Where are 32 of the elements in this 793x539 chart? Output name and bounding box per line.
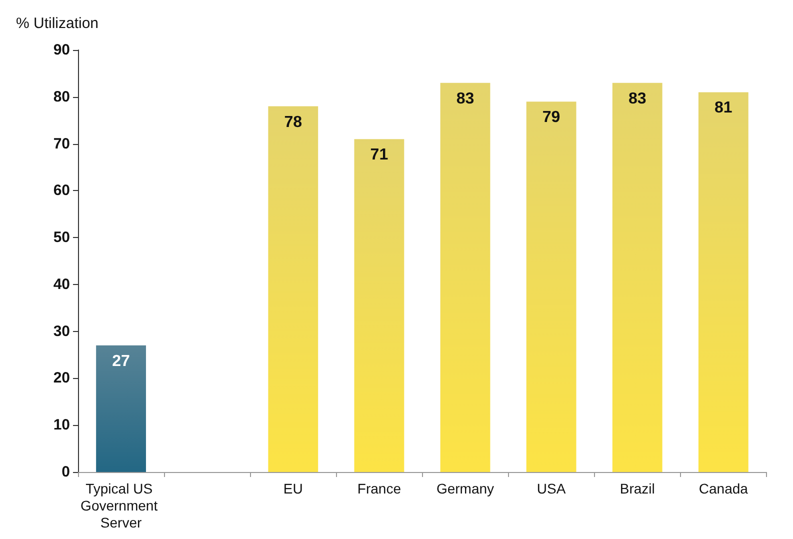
bar	[268, 106, 318, 472]
data-label: 83	[628, 90, 646, 108]
data-label: 79	[542, 109, 560, 126]
x-tick-label: Germany	[436, 480, 494, 496]
x-tick-label: USA	[536, 480, 566, 496]
y-tick-label: 30	[53, 322, 70, 340]
data-label: 83	[456, 90, 474, 108]
x-tick-label: France	[357, 480, 402, 496]
y-tick-label: 10	[53, 416, 70, 434]
bar	[526, 102, 576, 472]
x-tick-label: Typical US Government Server	[80, 480, 162, 530]
bar	[440, 82, 490, 472]
y-tick-label: 0	[62, 464, 70, 480]
bar	[698, 92, 748, 472]
data-label: 71	[370, 146, 388, 164]
bar	[612, 82, 662, 472]
y-tick-label: 40	[53, 276, 70, 293]
x-tick-label: EU	[283, 480, 303, 496]
y-tick-label: 20	[53, 370, 70, 387]
y-tick-label: 80	[53, 88, 70, 106]
x-tick-label: Canada	[698, 480, 748, 496]
y-tick-label: 60	[53, 182, 70, 200]
y-tick-label: 90	[53, 42, 70, 58]
x-tick-label: Brazil	[620, 480, 655, 496]
y-tick-label: 50	[53, 229, 70, 246]
y-tick-label: 70	[53, 135, 70, 152]
data-label: 27	[112, 352, 130, 370]
data-label: 78	[284, 114, 302, 131]
y-axis-title: % Utilization	[16, 15, 99, 32]
bar	[96, 345, 146, 472]
data-label: 81	[714, 100, 732, 117]
bar	[354, 139, 404, 472]
